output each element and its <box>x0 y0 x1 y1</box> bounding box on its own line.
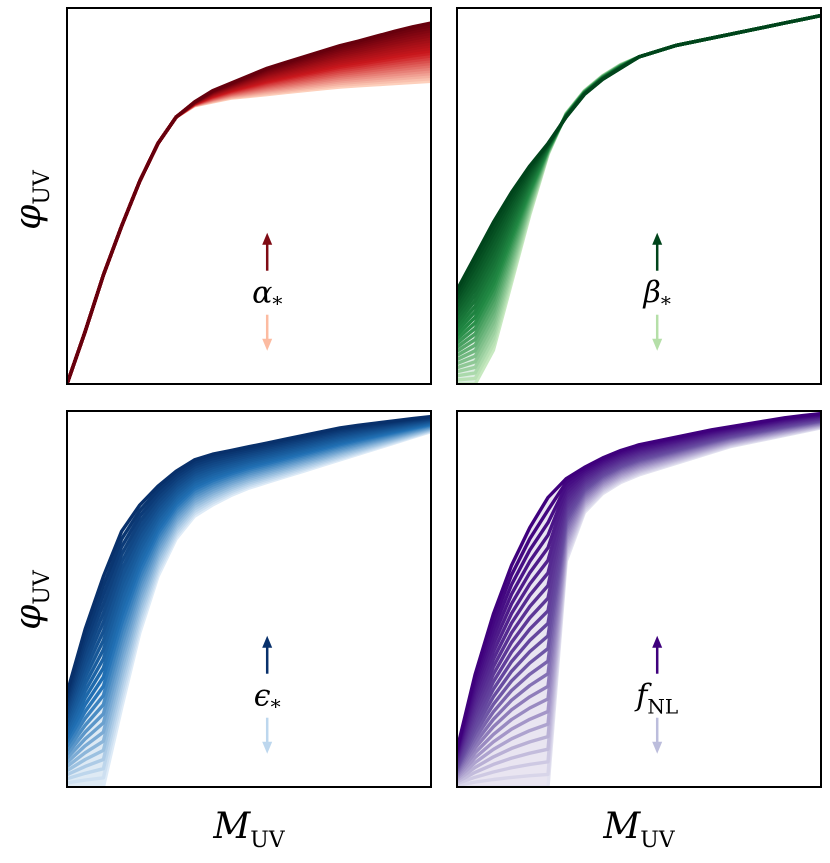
y-axis-label-bottom-subscript: UV <box>30 569 55 605</box>
y-axis-label-bottom: φUV <box>8 569 55 630</box>
curve-line <box>67 56 431 384</box>
curve-line <box>457 13 821 291</box>
parameter-subscript: * <box>272 292 282 316</box>
curve-family <box>457 411 821 787</box>
parameter-label: α* <box>252 276 282 316</box>
x-axis-label-left: MUV <box>212 806 285 853</box>
axes-frame <box>456 410 822 788</box>
parameter-symbol: ϵ <box>254 679 271 714</box>
curve-line <box>67 21 431 384</box>
arrow-down <box>262 717 273 754</box>
panel-bottom-left: ϵ* <box>66 410 432 788</box>
y-axis-label-top-symbol: φ <box>8 204 49 230</box>
arrow-down <box>262 314 273 351</box>
panel-bottom-right: fNL <box>456 410 822 788</box>
parameter-label: fNL <box>634 679 678 719</box>
y-axis-label-top-subscript: UV <box>30 169 55 205</box>
curve-line <box>457 13 821 345</box>
svg-text:φUV: φUV <box>8 569 55 630</box>
axes-frame <box>456 7 822 385</box>
parameter-subscript: * <box>271 695 281 719</box>
curve-line <box>67 54 431 384</box>
y-axis-label-top: φUV <box>8 169 55 230</box>
curve-line <box>67 77 431 384</box>
curve-line <box>67 46 431 384</box>
arrow-down <box>652 717 663 754</box>
curve-line <box>457 13 821 353</box>
arrow-down <box>652 314 663 351</box>
x-axis-label-right-subscript: UV <box>640 828 676 853</box>
curve-line <box>67 51 431 384</box>
svg-text:MUV: MUV <box>212 806 285 853</box>
curve-line <box>457 13 821 349</box>
curve-family <box>67 21 431 384</box>
curve-line <box>457 411 821 750</box>
parameter-subscript: NL <box>647 695 678 719</box>
svg-text:φUV: φUV <box>8 169 55 230</box>
curve-family <box>457 13 821 384</box>
axes-frame <box>66 410 432 788</box>
parameter-symbol: β <box>643 276 661 311</box>
panel-top-left: α* <box>66 7 432 385</box>
curve-line <box>67 79 431 384</box>
parameter-label: β* <box>643 276 671 316</box>
x-axis-label-right-symbol: M <box>602 806 641 847</box>
parameter-subscript: * <box>661 292 671 316</box>
svg-text:MUV: MUV <box>602 806 675 853</box>
curve-line <box>457 13 821 357</box>
parameter-label: ϵ* <box>254 679 281 719</box>
x-axis-label-right: MUV <box>602 806 675 853</box>
curve-line <box>67 49 431 384</box>
arrow-up <box>262 635 273 674</box>
curve-family <box>67 414 431 787</box>
arrow-up <box>652 635 663 674</box>
curve-line <box>457 13 821 362</box>
curve-line <box>67 414 431 694</box>
panel-top-right: β* <box>456 7 822 385</box>
curve-line <box>457 13 821 341</box>
arrow-up <box>652 232 663 271</box>
arrow-up <box>262 232 273 271</box>
parameter-symbol: α <box>252 276 272 311</box>
axes-frame <box>66 7 432 385</box>
x-axis-label-left-subscript: UV <box>250 828 286 853</box>
x-axis-label-left-symbol: M <box>212 806 251 847</box>
y-axis-label-bottom-symbol: φ <box>8 604 49 630</box>
